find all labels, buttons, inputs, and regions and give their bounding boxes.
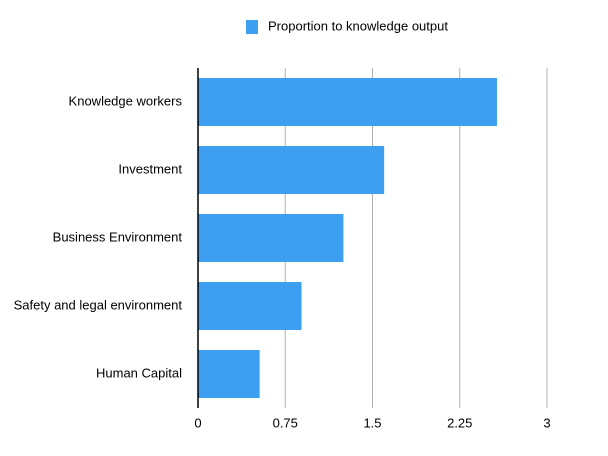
y-tick-label: Knowledge workers (69, 93, 183, 108)
y-tick-label: Human Capital (96, 365, 182, 380)
bar (198, 146, 385, 194)
legend-label: Proportion to knowledge output (268, 18, 448, 33)
bar (198, 214, 344, 262)
bar (198, 78, 497, 126)
x-tick-label: 0.75 (273, 415, 298, 430)
bar (198, 350, 260, 398)
x-tick-label: 3 (543, 415, 550, 430)
x-tick-label: 1.5 (363, 415, 381, 430)
y-tick-label: Business Environment (53, 229, 183, 244)
x-tick-label: 0 (194, 415, 201, 430)
bar (198, 282, 302, 330)
legend-swatch (246, 20, 258, 34)
x-tick-label: 2.25 (447, 415, 472, 430)
y-tick-label: Safety and legal environment (14, 297, 183, 312)
y-tick-label: Investment (118, 161, 182, 176)
